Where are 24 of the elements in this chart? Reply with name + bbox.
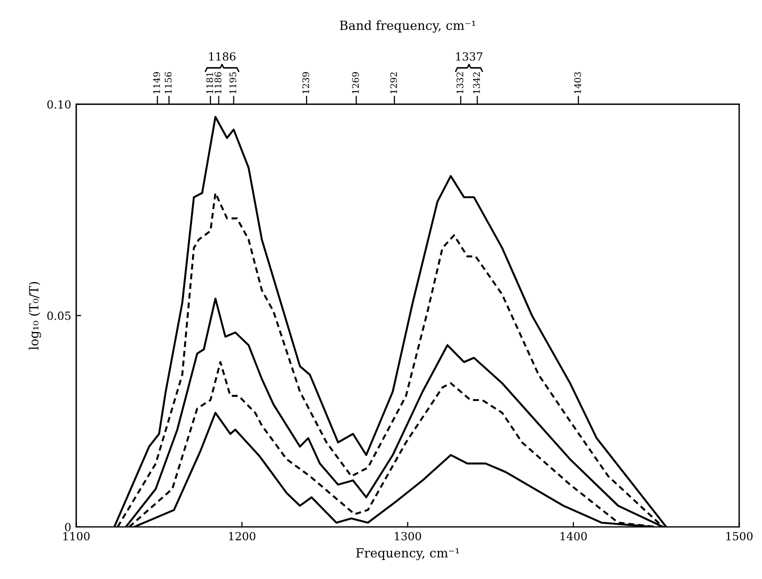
x-tick-label: 1200 xyxy=(229,532,256,540)
x2-axis-title: Band frequency, cm⁻¹ xyxy=(340,20,476,33)
x2-tick-label: 1342 xyxy=(473,72,480,94)
text: 1186 xyxy=(209,52,236,61)
y-tick-label: 0 xyxy=(65,522,71,532)
x2-tick-label: 1149 xyxy=(153,72,160,94)
x-tick-label: 1400 xyxy=(560,532,587,540)
x-tick-label: 1300 xyxy=(394,532,422,540)
x2-tick-label: 1269 xyxy=(352,72,359,94)
y-tick-label: 0.10 xyxy=(47,100,71,109)
x-tick-label: 1500 xyxy=(726,532,753,540)
x2-tick-label: 1181 xyxy=(206,72,214,94)
y-axis-title: log₁₀ (T₀/T) xyxy=(28,282,42,350)
text: 1337 xyxy=(456,52,482,61)
x2-tick-label: 1186 xyxy=(214,72,222,94)
x2-tick-label: 1195 xyxy=(229,72,236,94)
x2-tick-label: 1403 xyxy=(574,72,581,94)
x-tick-label: 1100 xyxy=(63,532,90,540)
x2-tick-label: 1332 xyxy=(456,72,464,94)
x2-tick-label: 1239 xyxy=(302,72,310,94)
x2-tick-label: 1292 xyxy=(390,72,398,94)
x2-tick-label: 1156 xyxy=(164,72,172,94)
x-axis-title: Frequency, cm⁻¹ xyxy=(356,548,459,560)
y-tick-label: 0.05 xyxy=(47,312,70,320)
